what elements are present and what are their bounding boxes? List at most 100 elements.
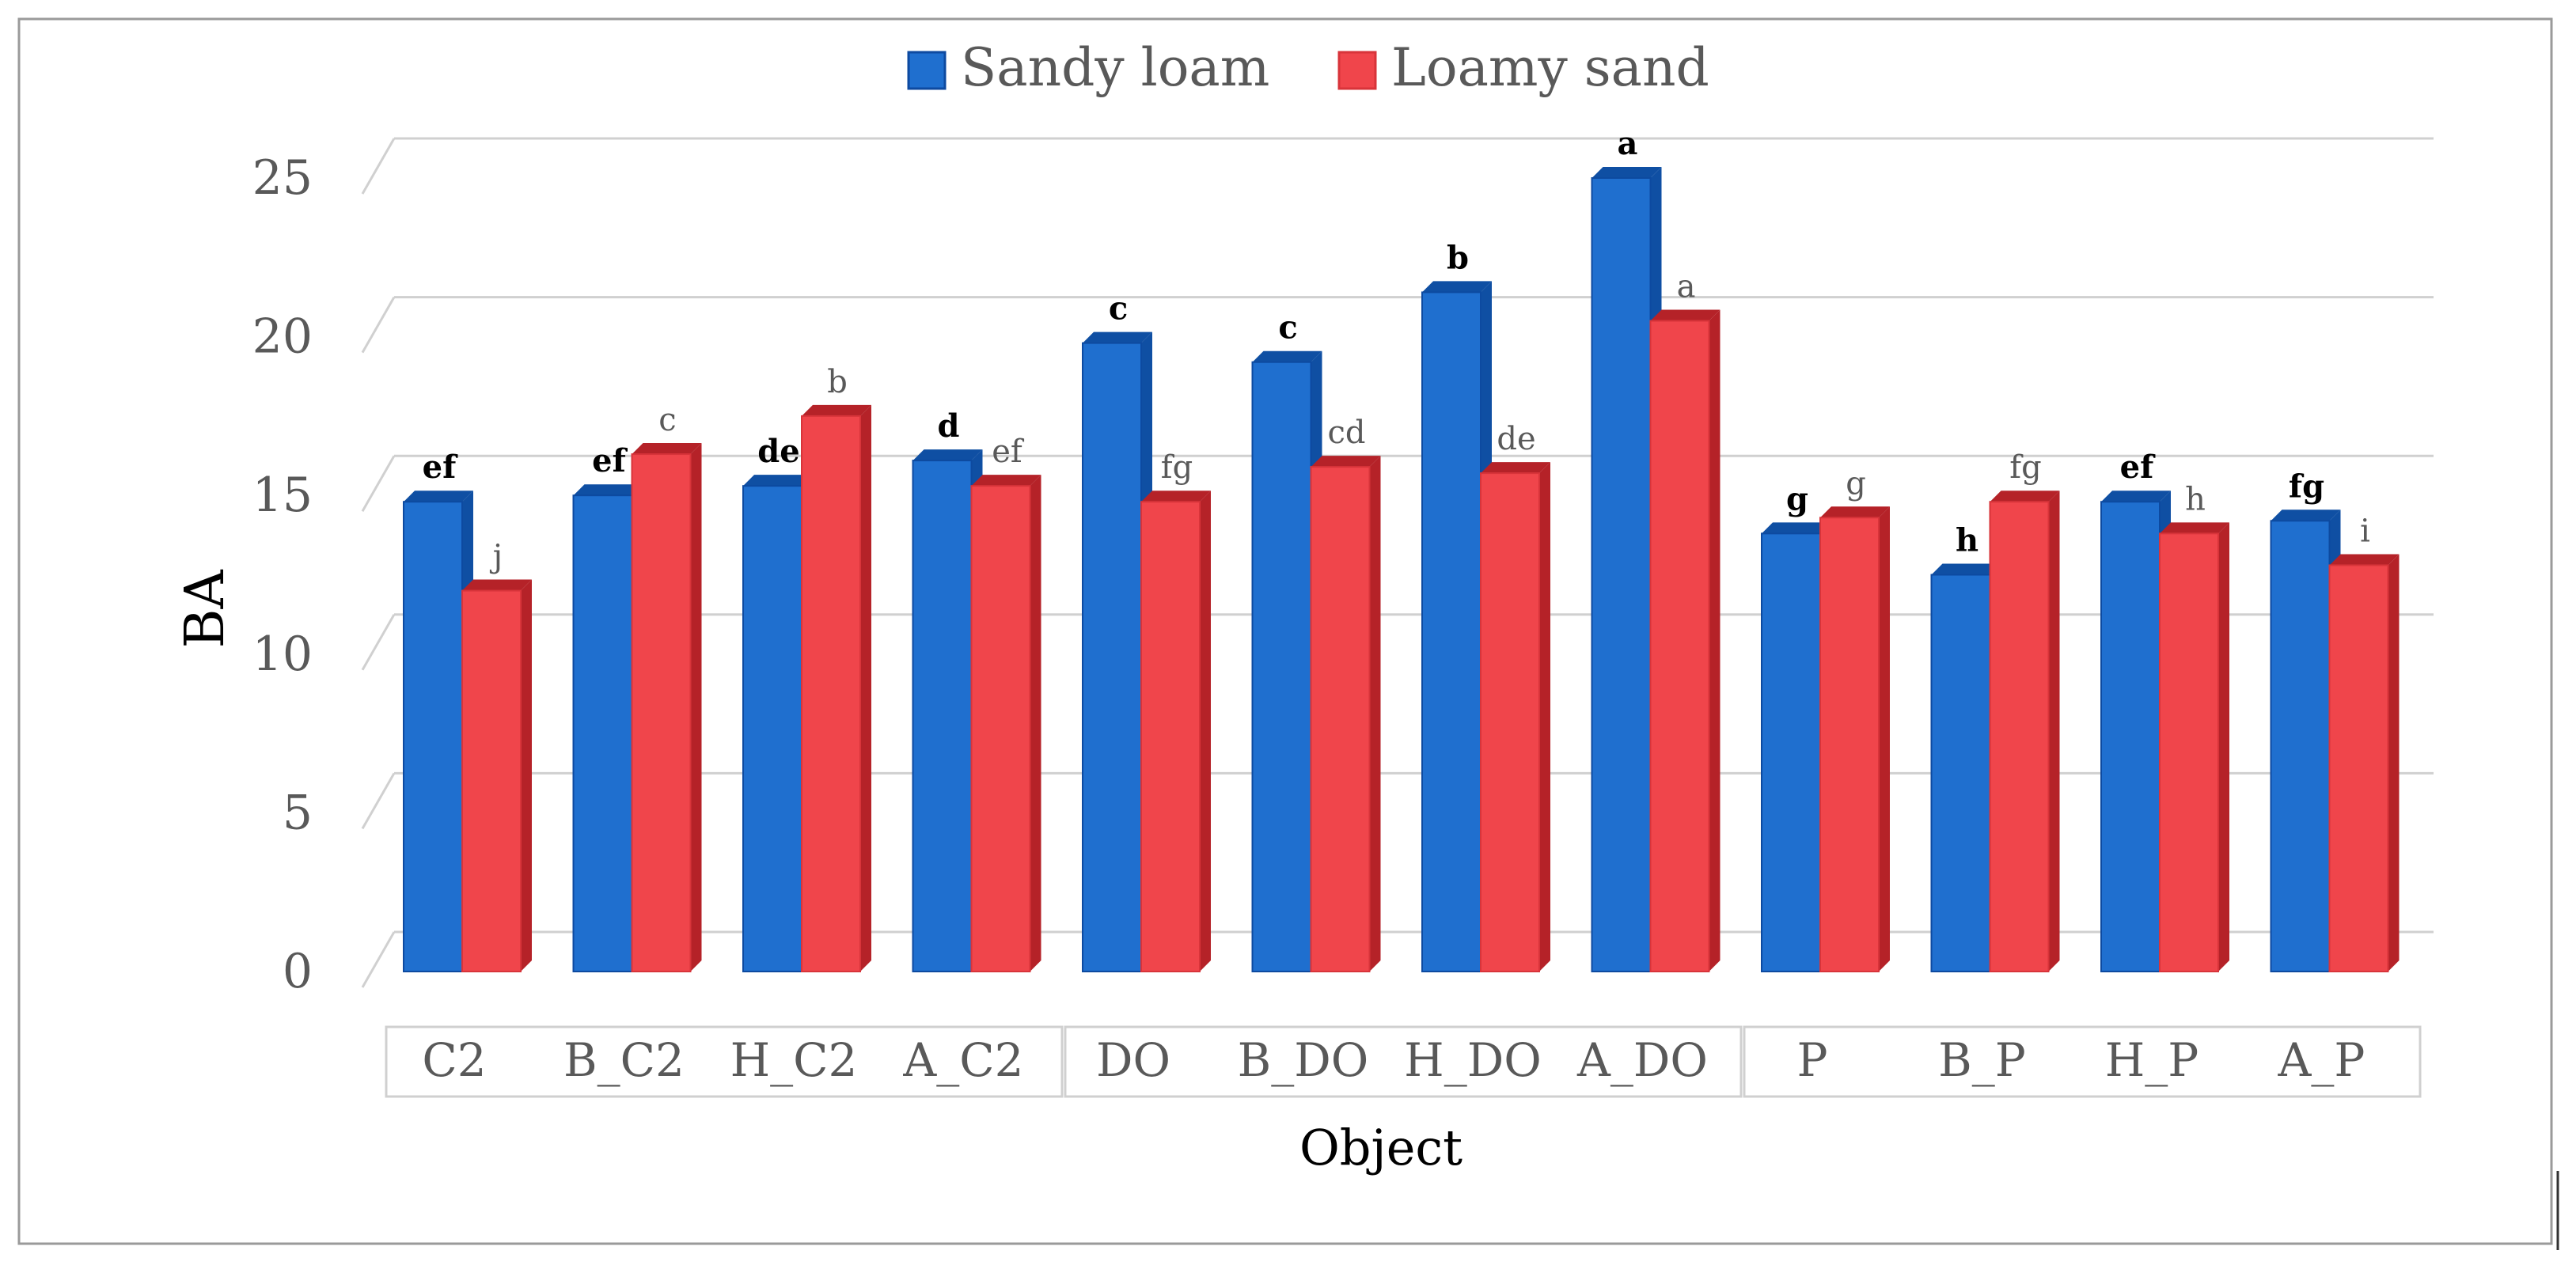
y-tick-label: 15 bbox=[252, 468, 313, 523]
category-label: C2 bbox=[422, 1033, 486, 1087]
bar bbox=[2328, 564, 2389, 972]
bar bbox=[1649, 320, 1710, 973]
category-label: B_P bbox=[1938, 1033, 2026, 1087]
bar-label: d bbox=[938, 407, 960, 445]
bar bbox=[801, 415, 861, 972]
category-label: H_C2 bbox=[730, 1033, 858, 1087]
bar bbox=[970, 485, 1031, 972]
bar bbox=[2270, 520, 2331, 972]
bar-top bbox=[2101, 491, 2171, 502]
bar-side bbox=[2388, 554, 2400, 972]
bar-top bbox=[802, 404, 871, 416]
y-tick-label: 10 bbox=[252, 627, 313, 682]
legend-swatch bbox=[907, 51, 947, 90]
bar-label: ef bbox=[423, 449, 458, 486]
gridline-diagonal bbox=[361, 296, 396, 354]
bar-label: h bbox=[2185, 481, 2206, 517]
bar-label: c bbox=[1278, 309, 1297, 347]
bar bbox=[2100, 501, 2161, 972]
gridline-diagonal bbox=[361, 772, 396, 830]
bar-top bbox=[743, 475, 813, 487]
category-group-box bbox=[385, 1025, 1064, 1098]
bar-label: g bbox=[1846, 465, 1866, 502]
bar bbox=[2159, 532, 2219, 972]
legend: Sandy loam Loamy sand bbox=[907, 37, 1709, 98]
category-label: DO bbox=[1096, 1033, 1170, 1087]
bar bbox=[461, 589, 522, 972]
bars bbox=[403, 167, 2400, 973]
category-label: P bbox=[1796, 1033, 1827, 1087]
category-group-box bbox=[1743, 1025, 2422, 1098]
bar-label: cd bbox=[1327, 415, 1365, 451]
bar-label: h bbox=[1956, 522, 1978, 559]
bar-top bbox=[971, 475, 1041, 487]
bar-label: j bbox=[490, 539, 503, 575]
bar-top bbox=[573, 484, 643, 496]
bar-top bbox=[404, 491, 473, 502]
gridline-diagonal bbox=[361, 455, 396, 512]
bar-label: fg bbox=[2289, 468, 2324, 505]
bar-top bbox=[1141, 491, 1211, 502]
bar-top bbox=[1820, 506, 1890, 518]
y-tick-labels: 0 5 10 15 20 25 bbox=[252, 150, 313, 999]
bar-label: c bbox=[658, 402, 676, 438]
bar bbox=[1761, 532, 1821, 972]
bar-top bbox=[2160, 522, 2229, 534]
category-label: B_C2 bbox=[563, 1033, 685, 1087]
bar bbox=[631, 453, 692, 972]
bar-label: ef bbox=[992, 434, 1025, 470]
y-tick-label: 0 bbox=[283, 944, 313, 999]
bar bbox=[912, 460, 973, 972]
bar-top bbox=[912, 449, 983, 461]
bar-side bbox=[1709, 309, 1720, 972]
bar-label: ef bbox=[592, 442, 628, 479]
bar-label: g bbox=[1786, 480, 1808, 517]
bar-top bbox=[1481, 462, 1550, 474]
bar bbox=[1140, 501, 1201, 972]
legend-label: Sandy loam bbox=[961, 37, 1269, 98]
bar bbox=[1421, 291, 1481, 972]
bar-label: de bbox=[757, 433, 799, 470]
bar-top bbox=[1650, 309, 1720, 321]
bar-label: a bbox=[1677, 269, 1696, 305]
gridline-diagonal bbox=[361, 614, 396, 671]
bar bbox=[1989, 501, 2050, 972]
bar-top bbox=[1422, 281, 1492, 293]
bar bbox=[572, 494, 633, 972]
gridline-diagonal bbox=[361, 138, 396, 195]
bar-label: b bbox=[1447, 239, 1469, 276]
bar-top bbox=[1311, 456, 1381, 468]
bar-side bbox=[690, 443, 702, 972]
bar-top bbox=[2329, 554, 2400, 566]
bar-label: ef bbox=[2120, 449, 2156, 486]
bar-side bbox=[2218, 522, 2229, 972]
bar-top bbox=[1083, 331, 1152, 343]
bar-top bbox=[1252, 350, 1322, 362]
bar bbox=[1310, 466, 1371, 972]
bar-side bbox=[1539, 462, 1550, 972]
category-label: A_C2 bbox=[902, 1033, 1023, 1087]
bar-side bbox=[1030, 475, 1041, 972]
category-axis: C2 B_C2 H_C2 A_C2 DO B_DO H_DO A_DO P B_P H_P A_P bbox=[385, 1025, 2422, 1098]
y-tick-label: 5 bbox=[283, 785, 313, 840]
bar-top bbox=[1990, 491, 2060, 502]
bar-side bbox=[1879, 506, 1890, 972]
bar-side bbox=[2048, 491, 2060, 972]
bar-side bbox=[1369, 456, 1381, 972]
bar-side bbox=[521, 579, 532, 972]
y-tick-label: 20 bbox=[252, 309, 313, 365]
category-label: A_DO bbox=[1576, 1033, 1708, 1087]
bar-top bbox=[1762, 522, 1831, 534]
bar bbox=[1930, 574, 1991, 972]
bar bbox=[1251, 361, 1312, 973]
bar bbox=[403, 501, 463, 972]
category-label: H_DO bbox=[1404, 1033, 1542, 1087]
bar bbox=[1480, 472, 1540, 972]
y-tick-label: 25 bbox=[252, 150, 313, 206]
bar bbox=[1819, 517, 1880, 972]
bar-top bbox=[2271, 509, 2341, 521]
bar-top bbox=[1931, 563, 2001, 575]
category-label: H_P bbox=[2105, 1033, 2199, 1087]
